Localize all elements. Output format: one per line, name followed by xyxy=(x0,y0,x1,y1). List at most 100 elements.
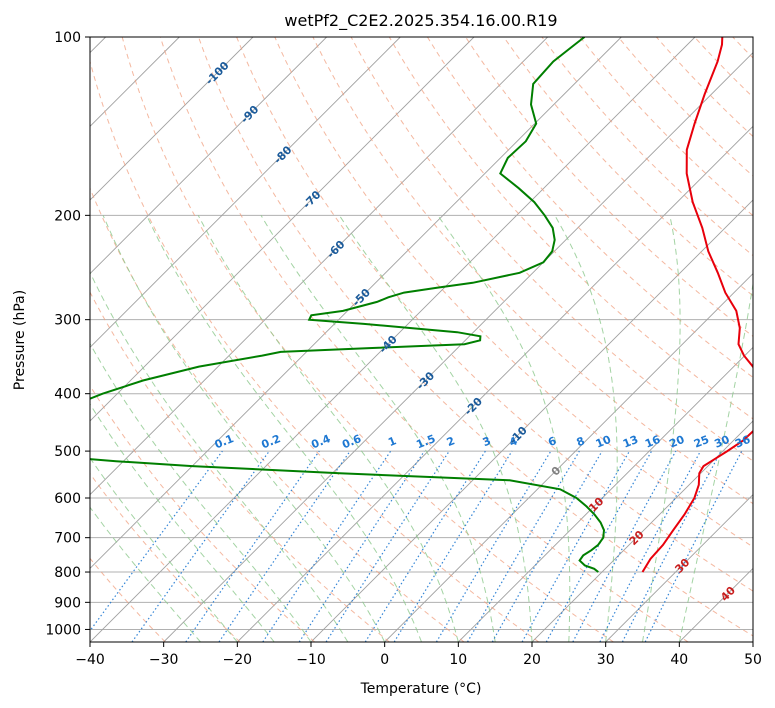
isotherm-line xyxy=(752,641,753,642)
mixing-ratio-line xyxy=(90,450,223,632)
mixing-ratio-label: 30 xyxy=(712,433,731,451)
dry-adiabat-line xyxy=(90,59,540,642)
dry-adiabat-line xyxy=(90,384,316,642)
dry-adiabat-line xyxy=(159,37,689,642)
mixing-ratio-label: 0.4 xyxy=(309,432,332,451)
y-tick-label: 800 xyxy=(54,565,81,581)
isotherm-line xyxy=(90,37,622,569)
moist-adiabat-line xyxy=(678,280,753,642)
moist-adiabat-line xyxy=(90,457,238,642)
moist-adiabat-line xyxy=(437,215,571,642)
dry-adiabat-line xyxy=(90,186,465,642)
dry-adiabat-line xyxy=(312,37,753,505)
dry-adiabat-label: -100 xyxy=(203,59,232,88)
mixing-ratio-label: 1 xyxy=(386,434,398,449)
x-tick-label: 50 xyxy=(744,652,762,668)
x-axis-label: Temperature (°C) xyxy=(360,681,482,697)
x-tick-label: −20 xyxy=(223,652,253,668)
dry-adiabat-line xyxy=(656,37,753,138)
moist-adiabat-line xyxy=(102,215,386,642)
dry-adiabat-line xyxy=(771,37,775,642)
mixing-ratio-line xyxy=(521,450,631,642)
mixing-ratio-line xyxy=(466,450,580,642)
isotherm-line xyxy=(90,37,548,496)
isotherm-line xyxy=(90,37,401,348)
dry-adiabat-label: -70 xyxy=(300,188,323,211)
dry-adiabat-line xyxy=(90,291,390,642)
y-tick-label: 200 xyxy=(54,208,81,224)
dry-adiabat-label: 20 xyxy=(627,528,647,548)
moist-adiabat-line xyxy=(554,215,618,642)
temperature-profile-line xyxy=(641,37,753,573)
mixing-ratio-lines xyxy=(90,450,743,642)
x-tick-label: 20 xyxy=(523,652,541,668)
plot-frame xyxy=(89,36,754,643)
x-tick-label: 0 xyxy=(380,652,389,668)
mixing-ratio-line xyxy=(572,450,677,642)
mixing-ratio-line xyxy=(435,450,552,642)
y-tick-label: 700 xyxy=(54,531,81,547)
y-tick-label: 400 xyxy=(54,387,81,403)
dry-adiabat-line xyxy=(90,472,241,642)
dry-adiabat-label: -50 xyxy=(350,286,373,309)
mixing-ratio-line xyxy=(491,450,603,642)
sounding-profiles xyxy=(90,37,753,573)
isotherm-line xyxy=(163,52,753,642)
dewpoint-profile-line xyxy=(90,37,606,573)
x-axis: −40 −30 −20 −10 0 10 20 30 40 50 xyxy=(75,642,762,668)
plot-area: 0.1 0.2 0.4 0.6 1 1.5 2 3 4 6 8 10 13 16 20 25 30 36-100-… xyxy=(90,37,775,642)
moist-adiabat-line xyxy=(90,342,312,642)
moist-adiabat-line xyxy=(197,215,459,642)
y-axis-label: Pressure (hPa) xyxy=(12,290,28,390)
dry-adiabat-label: -30 xyxy=(414,369,437,392)
dry-adiabat-line xyxy=(503,37,753,297)
y-tick-label: 300 xyxy=(54,313,81,329)
dry-adiabat-label: -60 xyxy=(324,238,347,261)
mixing-ratio-label: 3 xyxy=(481,434,493,449)
mixing-ratio-label: 10 xyxy=(594,433,613,451)
mixing-ratio-label: 13 xyxy=(621,433,640,451)
moist-adiabats xyxy=(90,215,753,642)
mixing-ratio-label: 0.2 xyxy=(260,432,283,451)
mixing-ratio-line xyxy=(545,450,653,642)
dry-adiabat-label: 30 xyxy=(672,556,692,576)
isotherm-line xyxy=(384,273,753,642)
dry-adiabat-line xyxy=(388,37,753,420)
moist-adiabat-line xyxy=(642,215,681,642)
dry-adiabat-line xyxy=(350,37,753,462)
y-tick-label: 900 xyxy=(54,595,81,611)
moist-adiabat-line xyxy=(338,215,533,642)
dry-adiabat-line xyxy=(465,37,753,337)
adiabat-labels: 0.1 0.2 0.4 0.6 1 1.5 2 3 4 6 8 10 13 16 20 25 30 36-100-… xyxy=(203,59,753,604)
mixing-ratio-line xyxy=(599,450,702,642)
x-tick-label: 40 xyxy=(670,652,688,668)
mixing-ratio-line xyxy=(218,450,351,642)
isotherm-line xyxy=(531,420,753,642)
mixing-ratio-line xyxy=(364,450,486,642)
dry-adiabat-label: -20 xyxy=(462,395,485,418)
isotherm-line xyxy=(90,37,327,275)
dry-adiabat-line xyxy=(198,37,753,637)
dry-adiabat-label: -90 xyxy=(238,103,261,126)
y-tick-label: 100 xyxy=(54,30,81,46)
dry-adiabat-label: -40 xyxy=(377,333,400,356)
isotherm-line xyxy=(458,346,753,642)
x-tick-label: 30 xyxy=(597,652,615,668)
isotherm-line xyxy=(90,37,475,422)
mixing-ratio-label: 25 xyxy=(692,433,711,451)
moist-adiabat-line xyxy=(260,215,496,642)
dry-adiabat-line xyxy=(694,37,753,98)
isotherm-line xyxy=(605,494,753,642)
mixing-ratio-line xyxy=(131,450,270,642)
isobar-grid xyxy=(90,37,753,630)
dry-adiabat-label: -80 xyxy=(271,143,294,166)
mixing-ratio-label: 0.1 xyxy=(213,432,236,451)
mixing-ratio-label: 36 xyxy=(733,433,752,451)
isotherm-line xyxy=(310,199,753,642)
isotherm-line xyxy=(90,37,254,201)
y-tick-label: 1000 xyxy=(45,622,81,638)
mixing-ratio-line xyxy=(393,450,513,642)
mixing-ratio-line xyxy=(185,450,320,642)
y-axis: 100 200 300 400 500 600 700 800 900 1000 xyxy=(45,30,90,638)
moist-adiabat-line xyxy=(146,215,422,642)
